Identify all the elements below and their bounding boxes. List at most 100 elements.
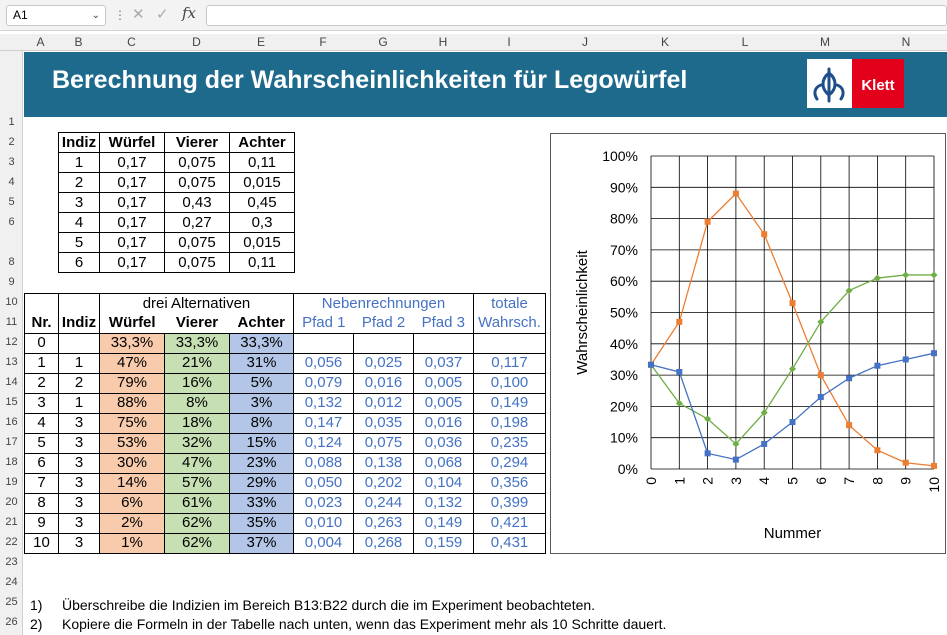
indiz-cell[interactable]: 1 [58,152,100,173]
indiz-cell[interactable]: 1 [58,392,100,414]
row-header[interactable]: 22 [5,536,18,548]
pfad3-cell[interactable]: 0,149 [413,512,474,534]
row-header[interactable]: 17 [5,436,18,448]
probability-cell[interactable]: 0,17 [99,232,165,253]
indiz-cell[interactable]: 1 [58,352,100,374]
name-box[interactable]: A1 ⌄ [6,5,106,26]
row-header[interactable]: 16 [5,416,18,428]
pfad1-cell[interactable]: 0,010 [293,512,354,534]
column-header[interactable]: B [74,35,83,49]
column-header[interactable]: M [820,35,830,49]
pfad3-cell[interactable]: 0,005 [413,392,474,414]
probability-cell[interactable]: 0,3 [229,212,295,233]
pfad3-cell[interactable]: 0,104 [413,472,474,494]
totale-cell[interactable]: 0,431 [473,532,546,554]
column-header[interactable]: F [319,35,327,49]
pfad2-cell[interactable]: 0,016 [353,372,414,394]
indiz-cell[interactable] [58,332,100,354]
totale-cell[interactable]: 0,100 [473,372,546,394]
pfad3-cell[interactable]: 0,005 [413,372,474,394]
row-header[interactable]: 3 [8,156,15,168]
indiz-cell[interactable]: 3 [58,452,100,474]
wuerfel-cell[interactable]: 75% [99,412,165,434]
row-header[interactable]: 26 [5,616,18,628]
achter-cell[interactable]: 5% [229,372,294,394]
wuerfel-cell[interactable]: 79% [99,372,165,394]
indiz-cell[interactable]: 3 [58,492,100,514]
chart[interactable]: 0% 10% 20% 30% 40% 50% 60% 70% 80% 90% 100% 0 1 2 3 4 5 6… [550,133,946,554]
indiz-cell[interactable]: 4 [58,212,100,233]
pfad3-cell[interactable]: 0,036 [413,432,474,454]
probability-cell[interactable]: 0,17 [99,172,165,193]
vierer-cell[interactable]: 32% [164,432,230,454]
vierer-cell[interactable]: 21% [164,352,230,374]
totale-cell[interactable]: 0,421 [473,512,546,534]
probability-cell[interactable]: 0,17 [99,252,165,273]
pfad2-cell[interactable]: 0,202 [353,472,414,494]
vierer-cell[interactable]: 16% [164,372,230,394]
indiz-cell[interactable]: 2 [58,172,100,193]
pfad3-cell[interactable]: 0,037 [413,352,474,374]
row-header[interactable]: 2 [8,136,15,148]
achter-cell[interactable]: 8% [229,412,294,434]
probability-cell[interactable]: 0,45 [229,192,295,213]
pfad1-cell[interactable]: 0,079 [293,372,354,394]
vierer-cell[interactable]: 18% [164,412,230,434]
row-header[interactable]: 24 [5,576,18,588]
row-header[interactable]: 20 [5,496,18,508]
cancel-icon[interactable]: ✕ [132,6,145,23]
pfad2-cell[interactable]: 0,075 [353,432,414,454]
probability-cell[interactable]: 0,17 [99,192,165,213]
row-header[interactable]: 13 [5,356,18,368]
totale-cell[interactable]: 0,198 [473,412,546,434]
row-header[interactable]: 9 [8,276,15,288]
row-header[interactable]: 19 [5,476,18,488]
totale-cell[interactable]: 0,399 [473,492,546,514]
pfad3-cell[interactable]: 0,132 [413,492,474,514]
column-header[interactable]: J [582,35,588,49]
more-icon[interactable]: ⋮ [114,8,126,22]
indiz-cell[interactable]: 3 [58,432,100,454]
probability-cell[interactable]: 0,075 [164,172,230,193]
row-header[interactable]: 11 [5,316,18,328]
wuerfel-cell[interactable]: 53% [99,432,165,454]
probability-cell[interactable]: 0,075 [164,232,230,253]
pfad2-cell[interactable]: 0,025 [353,352,414,374]
insert-function-icon[interactable]: fx [182,4,197,22]
nr-cell[interactable]: 6 [24,452,59,474]
pfad1-cell[interactable]: 0,088 [293,452,354,474]
row-header[interactable]: 21 [5,516,18,528]
nr-cell[interactable]: 0 [24,332,59,354]
nr-cell[interactable]: 10 [24,532,59,554]
nr-cell[interactable]: 1 [24,352,59,374]
probability-cell[interactable]: 0,015 [229,172,295,193]
probability-cell[interactable]: 0,015 [229,232,295,253]
column-header[interactable]: L [741,35,749,49]
row-header[interactable]: 4 [8,176,15,188]
row-header[interactable]: 23 [5,556,18,568]
column-header[interactable]: N [901,35,911,49]
probability-cell[interactable]: 0,27 [164,212,230,233]
formula-input[interactable] [206,5,947,26]
indiz-cell[interactable]: 3 [58,412,100,434]
nr-cell[interactable]: 3 [24,392,59,414]
achter-cell[interactable]: 23% [229,452,294,474]
totale-cell[interactable]: 0,117 [473,352,546,374]
pfad1-cell[interactable]: 0,147 [293,412,354,434]
probability-cell[interactable]: 0,17 [99,152,165,173]
column-header[interactable]: E [256,35,265,49]
achter-cell[interactable]: 33,3% [229,332,294,354]
vierer-cell[interactable]: 61% [164,492,230,514]
wuerfel-cell[interactable]: 33,3% [99,332,165,354]
achter-cell[interactable]: 3% [229,392,294,414]
indiz-cell[interactable]: 2 [58,372,100,394]
pfad2-cell[interactable]: 0,138 [353,452,414,474]
pfad1-cell[interactable]: 0,023 [293,492,354,514]
achter-cell[interactable]: 15% [229,432,294,454]
column-header[interactable]: C [127,35,136,49]
totale-cell[interactable]: 0,149 [473,392,546,414]
nr-cell[interactable]: 2 [24,372,59,394]
indiz-cell[interactable]: 5 [58,232,100,253]
wuerfel-cell[interactable]: 30% [99,452,165,474]
wuerfel-cell[interactable]: 2% [99,512,165,534]
